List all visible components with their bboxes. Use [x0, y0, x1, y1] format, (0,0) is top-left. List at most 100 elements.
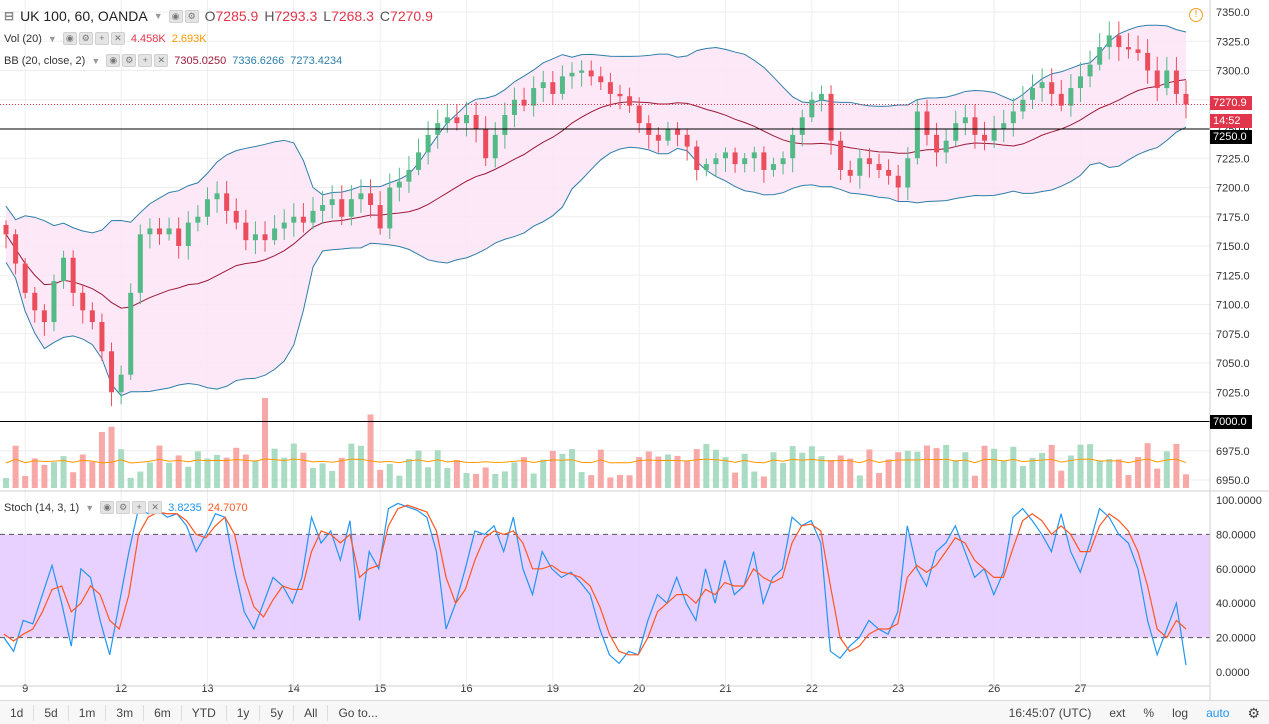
- volume-bar: [991, 448, 998, 488]
- chart-canvas[interactable]: 100.0000 80.0000 60.0000 40.0000 20.0000 0.00…: [0, 0, 1269, 700]
- ext-toggle[interactable]: ext: [1109, 705, 1126, 720]
- candle-body: [627, 96, 633, 106]
- countdown-tag: 14:52: [1210, 114, 1252, 128]
- time-tick-label: 19: [547, 683, 559, 695]
- settings-icon[interactable]: ⚙: [78, 32, 93, 45]
- timeframe-1d[interactable]: 1d: [0, 704, 35, 721]
- log-toggle[interactable]: log: [1172, 705, 1189, 720]
- volume-bar: [492, 473, 499, 488]
- volume-bar: [194, 451, 201, 488]
- volume-bar: [1144, 443, 1151, 488]
- settings-icon[interactable]: ⚙: [184, 9, 199, 23]
- settings-icon[interactable]: ⚙: [122, 54, 137, 67]
- collapse-icon[interactable]: ⊟: [4, 9, 15, 23]
- close-icon[interactable]: ✕: [154, 54, 169, 67]
- timeframe-5d[interactable]: 5d: [34, 704, 69, 721]
- auto-toggle[interactable]: auto: [1206, 705, 1230, 720]
- volume-bar: [453, 460, 460, 488]
- chevron-down-icon[interactable]: ▼: [91, 55, 101, 66]
- percent-toggle[interactable]: %: [1143, 705, 1155, 720]
- volume-bar: [885, 459, 892, 488]
- volume-legend: Vol (20) ▼ ◉ ⚙ + ✕ 4.458K 2.693K: [4, 32, 207, 45]
- volume-controls[interactable]: ◉ ⚙ + ✕: [62, 32, 125, 45]
- chevron-down-icon[interactable]: ▼: [153, 11, 163, 21]
- volume-bar: [386, 463, 393, 488]
- eye-icon[interactable]: ◉: [62, 32, 77, 45]
- volume-bar: [674, 455, 681, 488]
- candle-body: [607, 82, 613, 94]
- volume-bar: [1135, 457, 1142, 488]
- chevron-down-icon[interactable]: ▼: [47, 33, 57, 44]
- bb-controls[interactable]: ◉ ⚙ + ✕: [106, 54, 169, 67]
- bb-label[interactable]: BB (20, close, 2): [4, 54, 86, 67]
- timeframe-1y[interactable]: 1y: [227, 704, 261, 721]
- candle-body: [377, 205, 383, 229]
- time-tick-label: 20: [633, 683, 645, 695]
- close-icon[interactable]: ✕: [148, 501, 163, 514]
- volume-bar: [482, 467, 489, 488]
- candle-body: [272, 228, 278, 241]
- volume-bar: [166, 462, 173, 488]
- volume-bar: [1058, 470, 1065, 488]
- candle-body: [713, 158, 719, 165]
- settings-icon[interactable]: ⚙: [116, 501, 131, 514]
- volume-bar: [281, 457, 288, 488]
- price-tick-label: 7225.0: [1216, 153, 1250, 165]
- volume-bar: [41, 464, 48, 488]
- candle-body: [387, 187, 393, 229]
- timeframe-6m[interactable]: 6m: [144, 704, 182, 721]
- volume-bar: [616, 474, 623, 488]
- time-tick-label: 9: [22, 683, 28, 695]
- goto-button[interactable]: Go to...: [338, 705, 378, 720]
- timeframe-ytd[interactable]: YTD: [182, 704, 227, 721]
- volume-bar: [501, 471, 508, 488]
- time-tick-label: 27: [1074, 683, 1086, 695]
- eye-icon[interactable]: ◉: [100, 501, 115, 514]
- volume-bar: [559, 453, 566, 488]
- candle-body: [924, 111, 930, 135]
- candle-body: [1039, 82, 1045, 89]
- time-tick-label: 21: [719, 683, 731, 695]
- volume-bar: [971, 475, 978, 488]
- eye-icon[interactable]: ◉: [168, 9, 183, 23]
- stoch-controls[interactable]: ◉ ⚙ + ✕: [100, 501, 163, 514]
- candle-body: [444, 117, 450, 124]
- candle-body: [252, 234, 258, 241]
- candle-body: [339, 199, 345, 217]
- timeframe-3m[interactable]: 3m: [106, 704, 145, 721]
- symbol-title[interactable]: UK 100, 60, OANDA: [20, 8, 148, 24]
- add-icon[interactable]: +: [94, 32, 109, 45]
- volume-label[interactable]: Vol (20): [4, 32, 42, 45]
- eye-icon[interactable]: ◉: [106, 54, 121, 67]
- candle-body: [243, 222, 249, 241]
- volume-bar: [751, 471, 758, 488]
- horizontal-levels[interactable]: [0, 104, 1210, 422]
- volume-bar: [214, 454, 221, 488]
- volume-bar: [981, 445, 988, 488]
- stoch-label[interactable]: Stoch (14, 3, 1): [4, 501, 80, 514]
- candle-body: [396, 181, 402, 188]
- volume-bar: [1010, 446, 1017, 488]
- bb-mid-value: 7305.0250: [174, 54, 227, 67]
- volume-bar: [1000, 460, 1007, 488]
- timeframe-5y[interactable]: 5y: [260, 704, 295, 721]
- add-icon[interactable]: +: [138, 54, 153, 67]
- volume-bar: [1163, 451, 1170, 488]
- candle-body: [569, 72, 575, 77]
- close-icon[interactable]: ✕: [110, 32, 125, 45]
- volume-bar: [1115, 459, 1122, 488]
- alert-icon[interactable]: !: [1189, 8, 1203, 22]
- settings-icon[interactable]: ⚙: [1247, 704, 1260, 721]
- symbol-controls[interactable]: ◉ ⚙: [168, 9, 199, 23]
- time-tick-label: 13: [201, 683, 213, 695]
- add-icon[interactable]: +: [132, 501, 147, 514]
- timeframe-1m[interactable]: 1m: [69, 704, 107, 721]
- utc-clock[interactable]: 16:45:07 (UTC): [1008, 705, 1092, 720]
- candle-body: [473, 114, 479, 129]
- timeframe-all[interactable]: All: [294, 704, 329, 721]
- volume-bar: [108, 426, 115, 488]
- volume-bar: [127, 477, 134, 488]
- volume-bar: [530, 473, 537, 488]
- chevron-down-icon[interactable]: ▼: [85, 502, 95, 513]
- candle-body: [838, 140, 844, 170]
